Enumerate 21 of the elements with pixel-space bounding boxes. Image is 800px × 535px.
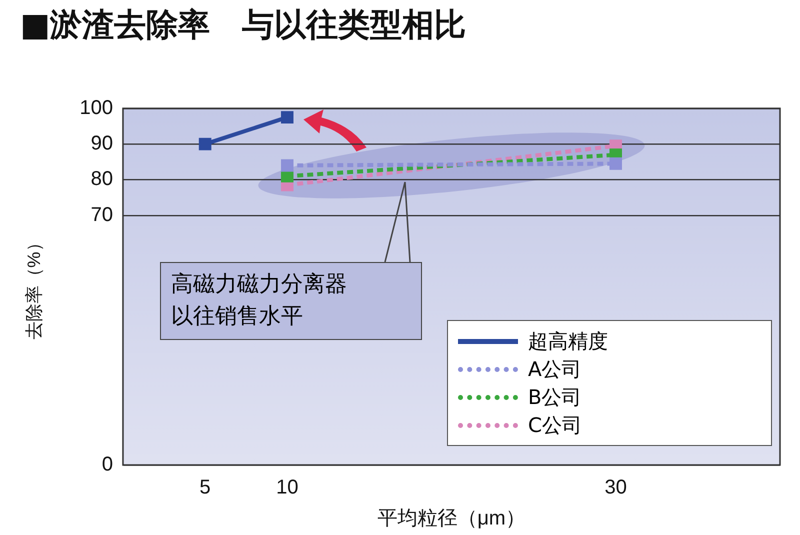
y-axis-title: 去除率（%） [24, 234, 44, 340]
point [280, 111, 294, 124]
legend-label: C公司 [528, 412, 582, 438]
chart-title: ■淤渣去除率 与以往类型相比 [20, 6, 466, 44]
x-tick-label: 10 [276, 476, 298, 499]
y-tick-label: 90 [90, 132, 113, 155]
x-axis-title: 平均粒径（μm） [377, 508, 526, 530]
annotation: 高磁力磁力分离器以往销售水平 [160, 262, 422, 340]
point [280, 170, 294, 182]
legend-label: B公司 [528, 384, 582, 410]
x-tick-label: 30 [604, 476, 627, 499]
legend-label: A公司 [528, 356, 582, 382]
point [280, 159, 294, 172]
y-tick-label: 70 [90, 204, 113, 226]
point [610, 157, 622, 170]
legend-label: 超高精度 [528, 328, 608, 354]
x-tick-label: 5 [200, 476, 211, 499]
y-tick-label: 100 [80, 96, 113, 119]
y-tick-label: 80 [90, 168, 113, 190]
point [198, 138, 212, 150]
y-tick-label: 0 [102, 454, 113, 476]
